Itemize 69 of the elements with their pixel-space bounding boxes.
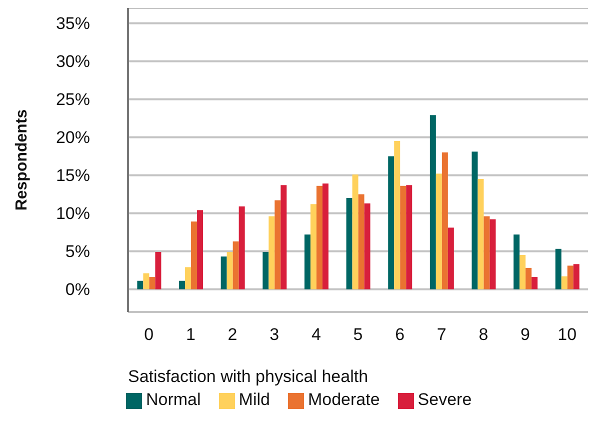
bar [268,216,275,290]
bar [191,222,198,290]
bar [137,280,144,290]
bar [490,219,496,290]
bar [526,268,532,290]
y-tick-label: 5% [65,242,90,262]
bar [310,204,316,290]
bar [478,179,484,290]
y-tick-label: 25% [56,90,90,110]
bar [555,248,562,290]
x-tick-label: 10 [558,325,577,344]
bar [143,273,150,290]
legend-label: Mild [238,390,270,409]
x-axis-title: Satisfaction with physical health [128,367,368,386]
bar [155,252,162,290]
bar [358,194,364,290]
y-tick-label: 0% [65,280,90,300]
legend-label: Severe [418,390,472,409]
bar [364,203,370,290]
bar [394,141,400,290]
bar [274,200,281,290]
bar [346,198,352,290]
x-tick-label: 8 [478,325,488,344]
y-tick-label: 35% [56,14,90,34]
y-tick-label: 15% [56,166,90,186]
bar [316,186,322,290]
bar [532,277,538,290]
bar [472,152,478,290]
x-tick-label: 5 [353,325,363,344]
bar [197,210,204,290]
x-tick-label: 7 [436,325,446,344]
legend-label: Normal [146,390,201,409]
bar [514,234,520,290]
bar [388,156,394,290]
x-tick-label: 6 [395,325,405,344]
x-tick-label: 9 [520,325,530,344]
y-tick-label: 30% [56,52,90,72]
bar [149,277,156,290]
bar [322,184,328,290]
bar [185,267,192,290]
bar [430,115,436,290]
bar [567,266,574,290]
bar [304,234,310,290]
bar [448,228,454,290]
bar [484,216,490,290]
x-tick-label: 1 [186,325,196,344]
y-axis-title: Respondents [14,109,30,211]
x-tick-label: 2 [228,325,238,344]
bar [226,252,233,290]
bar [238,206,245,290]
x-tick-label: 0 [144,325,154,344]
bar [520,255,526,290]
y-tick-label: 20% [56,128,90,148]
bar [573,264,580,290]
bar [232,241,239,290]
bar [436,174,442,290]
bar [262,252,269,290]
bar [352,174,358,290]
bar [220,256,227,290]
legend-label: Moderate [308,390,380,409]
bar [400,186,406,290]
bar [442,152,448,290]
bar [280,185,287,290]
y-tick-label: 10% [56,204,90,224]
bar [406,185,412,290]
bar [561,276,568,290]
x-tick-label: 4 [311,325,321,344]
bar [179,280,186,290]
x-tick-label: 3 [270,325,280,344]
